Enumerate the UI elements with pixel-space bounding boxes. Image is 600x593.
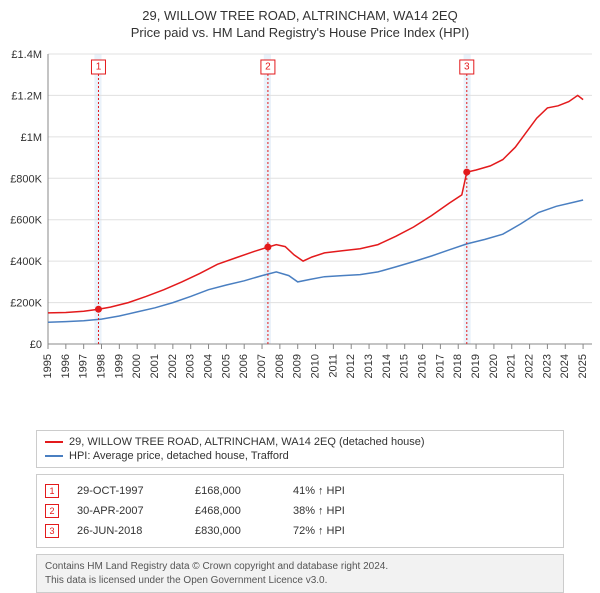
x-tick-label: 2011 bbox=[327, 354, 339, 378]
sale-marker-dot bbox=[264, 244, 271, 251]
arrow-up-icon bbox=[315, 505, 327, 517]
sales-diff: 41%HPI bbox=[293, 485, 345, 497]
x-tick-label: 2002 bbox=[167, 354, 179, 378]
x-tick-label: 2018 bbox=[452, 354, 464, 378]
sales-diff: 72%HPI bbox=[293, 525, 345, 537]
x-tick-label: 2008 bbox=[274, 354, 286, 378]
y-tick-label: £200K bbox=[10, 298, 42, 310]
footer-line2: This data is licensed under the Open Gov… bbox=[45, 574, 555, 588]
series-price_paid bbox=[48, 95, 583, 313]
legend-label: HPI: Average price, detached house, Traf… bbox=[69, 450, 289, 462]
sales-diff: 38%HPI bbox=[293, 505, 345, 517]
x-tick-label: 2025 bbox=[577, 354, 589, 378]
sales-marker-icon: 3 bbox=[45, 524, 59, 538]
x-tick-label: 2024 bbox=[559, 354, 571, 378]
sales-marker-icon: 1 bbox=[45, 484, 59, 498]
shade-band bbox=[264, 54, 271, 344]
x-tick-label: 1995 bbox=[42, 354, 54, 378]
x-tick-label: 2000 bbox=[131, 354, 143, 378]
sales-date: 30-APR-2007 bbox=[77, 505, 177, 517]
x-tick-label: 2012 bbox=[345, 354, 357, 378]
arrow-up-icon bbox=[315, 485, 327, 497]
y-tick-label: £400K bbox=[10, 256, 42, 268]
footer-line1: Contains HM Land Registry data © Crown c… bbox=[45, 560, 555, 574]
chart-header: 29, WILLOW TREE ROAD, ALTRINCHAM, WA14 2… bbox=[0, 0, 600, 44]
x-tick-label: 2001 bbox=[149, 354, 161, 378]
sales-date: 29-OCT-1997 bbox=[77, 485, 177, 497]
x-tick-label: 2023 bbox=[541, 354, 553, 378]
legend-row: HPI: Average price, detached house, Traf… bbox=[45, 449, 555, 463]
sale-marker-dot bbox=[95, 306, 102, 313]
x-tick-label: 2021 bbox=[506, 354, 518, 378]
sale-marker-dot bbox=[463, 169, 470, 176]
x-tick-label: 2016 bbox=[417, 354, 429, 378]
sales-row: 2 30-APR-2007 £468,000 38%HPI bbox=[45, 501, 555, 521]
x-tick-label: 2005 bbox=[220, 354, 232, 378]
x-tick-label: 2014 bbox=[381, 354, 393, 378]
x-tick-label: 1997 bbox=[78, 354, 90, 378]
sales-price: £830,000 bbox=[195, 525, 275, 537]
sale-marker-number: 1 bbox=[96, 62, 102, 73]
sales-price: £168,000 bbox=[195, 485, 275, 497]
chart-area: £0 £200K £400K £600K £800K £1M £1.2M £1.4M 1995 1… bbox=[0, 44, 600, 424]
legend-swatch bbox=[45, 455, 63, 457]
x-tick-label: 1999 bbox=[113, 354, 125, 378]
sales-row: 1 29-OCT-1997 £168,000 41%HPI bbox=[45, 481, 555, 501]
shade-band bbox=[94, 54, 101, 344]
x-tick-label: 2009 bbox=[292, 354, 304, 378]
legend-swatch bbox=[45, 441, 63, 443]
sale-marker-number: 2 bbox=[265, 62, 271, 73]
x-tick-label: 2020 bbox=[488, 354, 500, 378]
legend-box: 29, WILLOW TREE ROAD, ALTRINCHAM, WA14 2… bbox=[36, 430, 564, 468]
sales-date: 26-JUN-2018 bbox=[77, 525, 177, 537]
sale-marker-number: 3 bbox=[464, 62, 470, 73]
title-address: 29, WILLOW TREE ROAD, ALTRINCHAM, WA14 2… bbox=[0, 8, 600, 23]
x-tick-label: 2022 bbox=[524, 354, 536, 378]
x-tick-label: 2004 bbox=[203, 354, 215, 378]
legend-row: 29, WILLOW TREE ROAD, ALTRINCHAM, WA14 2… bbox=[45, 435, 555, 449]
sales-price: £468,000 bbox=[195, 505, 275, 517]
sales-table: 1 29-OCT-1997 £168,000 41%HPI 2 30-APR-2007 £4… bbox=[36, 474, 564, 548]
y-tick-label: £1.2M bbox=[11, 90, 42, 102]
sales-row: 3 26-JUN-2018 £830,000 72%HPI bbox=[45, 521, 555, 541]
legend-label: 29, WILLOW TREE ROAD, ALTRINCHAM, WA14 2… bbox=[69, 436, 425, 448]
x-tick-label: 1996 bbox=[60, 354, 72, 378]
y-tick-label: £800K bbox=[10, 173, 42, 185]
title-subtitle: Price paid vs. HM Land Registry's House … bbox=[0, 25, 600, 40]
x-tick-label: 2007 bbox=[256, 354, 268, 378]
x-tick-label: 2017 bbox=[434, 354, 446, 378]
x-tick-label: 2006 bbox=[238, 354, 250, 378]
x-tick-label: 2015 bbox=[399, 354, 411, 378]
y-tick-label: £1M bbox=[21, 132, 42, 144]
y-tick-label: £1.4M bbox=[11, 49, 42, 61]
x-tick-label: 2013 bbox=[363, 354, 375, 378]
y-tick-label: £600K bbox=[10, 215, 42, 227]
x-tick-label: 2019 bbox=[470, 354, 482, 378]
x-tick-label: 2010 bbox=[310, 354, 322, 378]
line-chart-svg: £0 £200K £400K £600K £800K £1M £1.2M £1.4M 1995 1… bbox=[0, 44, 600, 424]
sales-marker-icon: 2 bbox=[45, 504, 59, 518]
x-tick-label: 1998 bbox=[96, 354, 108, 378]
y-tick-label: £0 bbox=[30, 339, 42, 351]
attribution-footer: Contains HM Land Registry data © Crown c… bbox=[36, 554, 564, 593]
x-tick-label: 2003 bbox=[185, 354, 197, 378]
arrow-up-icon bbox=[315, 525, 327, 537]
